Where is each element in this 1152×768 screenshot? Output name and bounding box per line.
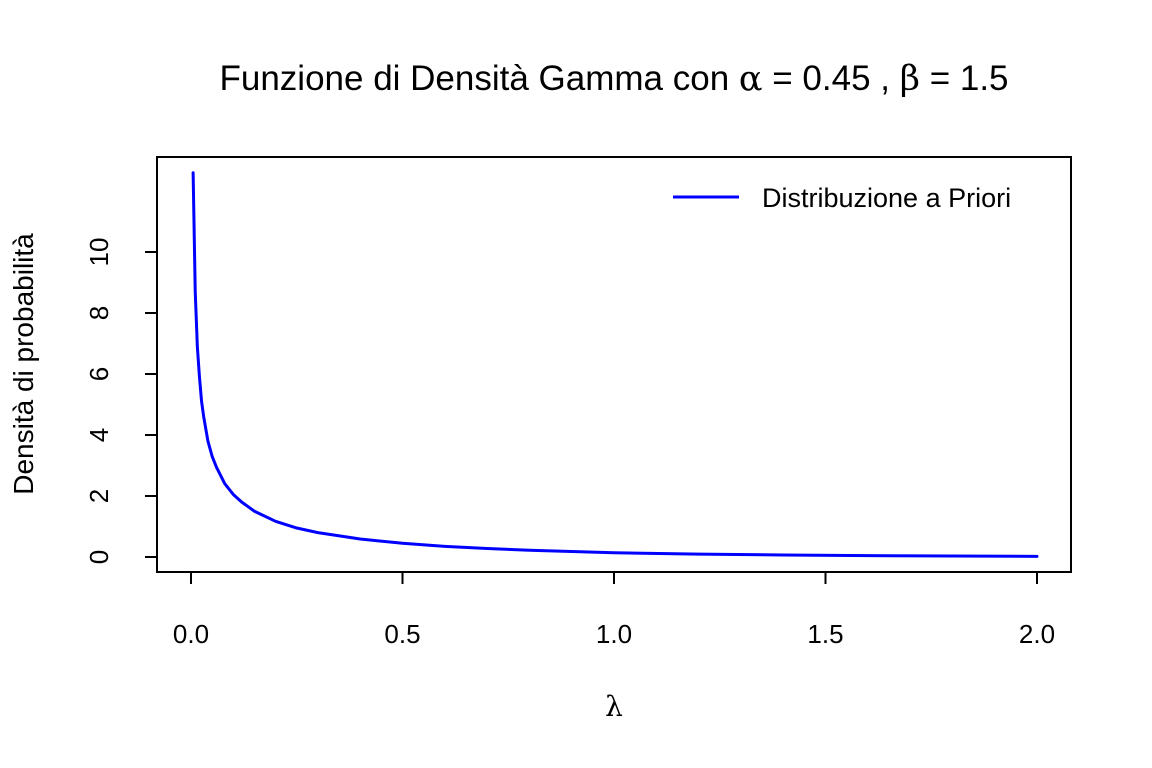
x-tick-label: 2.0 <box>1019 619 1055 649</box>
y-tick-label: 0 <box>84 550 114 564</box>
svg-text:Funzione di Densità Gamma con: Funzione di Densità Gamma con α = 0.45 ,… <box>219 59 1008 99</box>
x-tick-label: 0.0 <box>173 619 209 649</box>
y-axis: 0 2 4 6 8 10 <box>84 238 157 564</box>
series-line-distribuzione-a-priori <box>191 171 1039 558</box>
x-axis: 0.0 0.5 1.0 1.5 2.0 <box>173 572 1055 649</box>
plot-frame <box>156 156 1072 573</box>
chart-title: Funzione di Densità Gamma con α = 0.45 ,… <box>219 59 1008 99</box>
legend-label-distribuzione-a-priori: Distribuzione a Priori <box>762 183 1011 213</box>
x-tick-label: 0.5 <box>384 619 420 649</box>
alpha-symbol: α <box>739 59 763 99</box>
y-tick-label: 2 <box>84 489 114 503</box>
x-tick-label: 1.5 <box>807 619 843 649</box>
y-tick-label: 8 <box>84 306 114 320</box>
title-prefix: Funzione di Densità Gamma con <box>219 59 738 98</box>
y-axis-label: Densità di probabilità <box>8 233 39 495</box>
legend: Distribuzione a Priori <box>673 183 1011 213</box>
beta-value: = 1.5 <box>920 59 1009 98</box>
y-tick-label: 4 <box>84 428 114 442</box>
x-axis-label: λ <box>605 690 623 723</box>
x-tick-label: 1.0 <box>596 619 632 649</box>
beta-symbol: β <box>900 59 920 99</box>
y-tick-label: 10 <box>84 238 114 267</box>
alpha-value: = 0.45 , <box>763 59 900 98</box>
y-tick-label: 6 <box>84 367 114 381</box>
series-layer <box>191 171 1039 558</box>
